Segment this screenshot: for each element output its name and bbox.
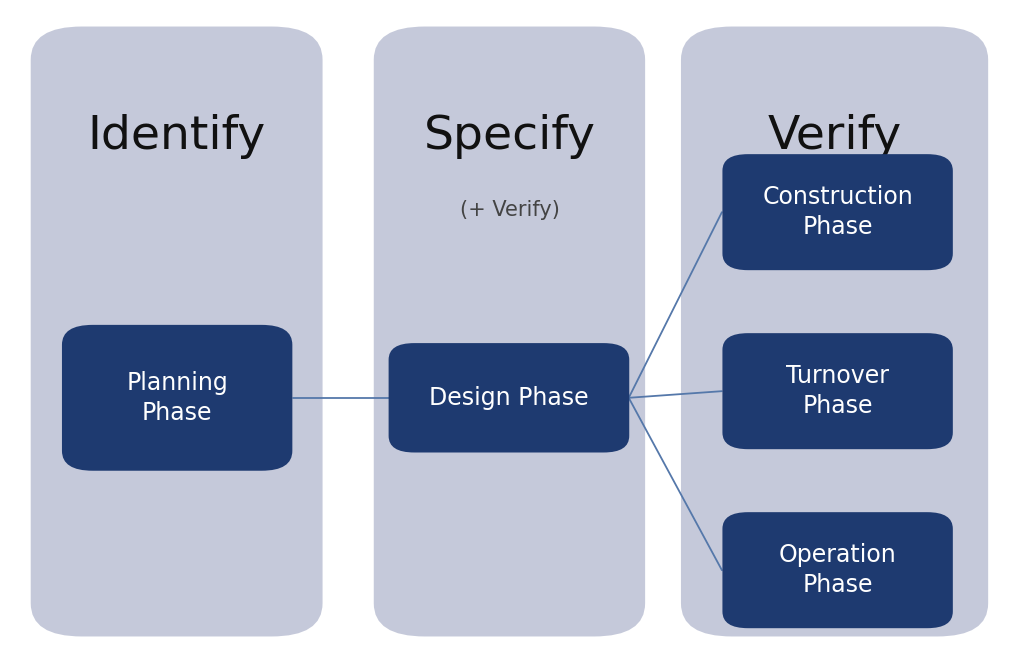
Text: Construction
Phase: Construction Phase: [762, 186, 913, 239]
Text: Operation
Phase: Operation Phase: [779, 544, 896, 597]
FancyBboxPatch shape: [31, 27, 323, 636]
Text: (+ Verify): (+ Verify): [460, 200, 559, 219]
Text: Design Phase: Design Phase: [429, 386, 589, 410]
FancyBboxPatch shape: [681, 27, 988, 636]
FancyBboxPatch shape: [722, 333, 952, 450]
FancyBboxPatch shape: [374, 27, 645, 636]
Text: Verify: Verify: [767, 114, 902, 159]
FancyBboxPatch shape: [722, 154, 952, 270]
Text: Planning
Phase: Planning Phase: [126, 371, 228, 424]
FancyBboxPatch shape: [722, 512, 952, 629]
Text: Specify: Specify: [424, 114, 595, 159]
Text: Turnover
Phase: Turnover Phase: [786, 365, 889, 418]
FancyBboxPatch shape: [389, 343, 629, 452]
FancyBboxPatch shape: [61, 325, 293, 471]
Text: Identify: Identify: [87, 114, 266, 159]
